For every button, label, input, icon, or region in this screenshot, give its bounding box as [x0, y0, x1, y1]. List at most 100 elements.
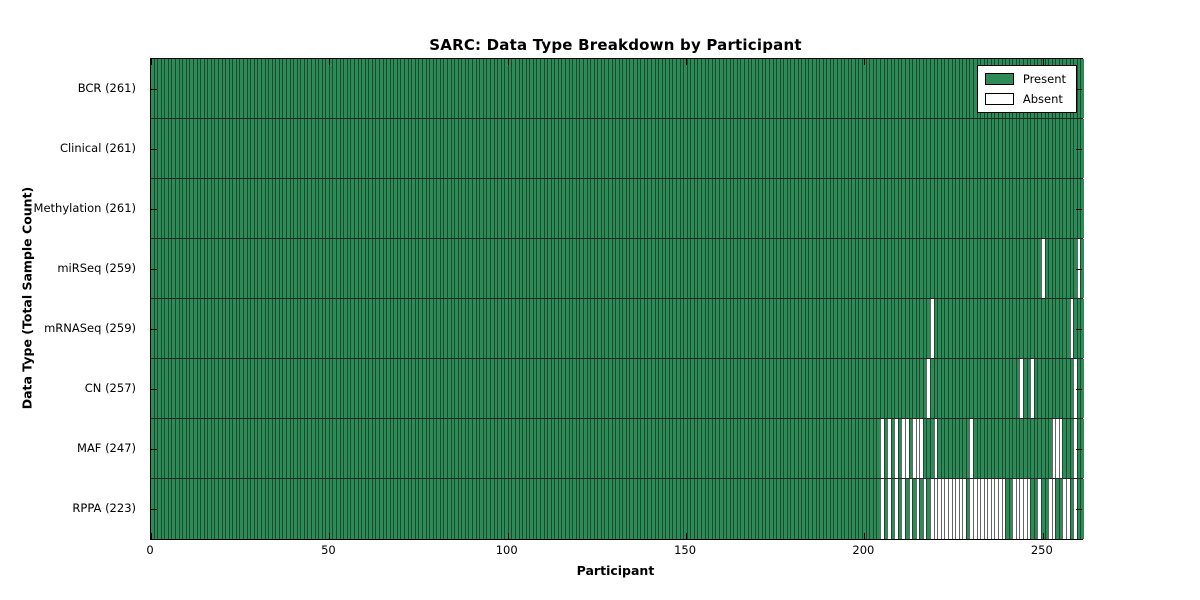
participant-cell: [697, 59, 702, 118]
participant-cell: [904, 479, 909, 539]
participant-cell: [178, 299, 183, 358]
participant-cell: [1015, 179, 1020, 238]
participant-cell: [260, 239, 265, 298]
participant-cell: [740, 179, 744, 238]
participant-cell: [389, 239, 394, 298]
participant-cell: [192, 299, 197, 358]
participant-cell: [396, 359, 401, 418]
participant-cell: [175, 479, 179, 539]
participant-cell: [650, 299, 655, 358]
participant-cell: [285, 239, 290, 298]
participant-cell: [604, 59, 608, 118]
participant-cell: [615, 119, 619, 178]
participant-cell: [1001, 119, 1006, 178]
participant-cell: [794, 179, 798, 238]
x-tick-label: 100: [495, 543, 518, 557]
participant-cell: [325, 179, 329, 238]
participant-cell: [232, 419, 236, 478]
participant-cell: [668, 359, 673, 418]
participant-cell: [897, 119, 902, 178]
participant-cell: [411, 59, 415, 118]
participant-cell: [994, 119, 999, 178]
participant-cell: [189, 239, 193, 298]
participant-cell: [879, 59, 884, 118]
participant-cell: [343, 59, 347, 118]
participant-cell: [178, 419, 183, 478]
participant-cell: [697, 119, 702, 178]
participant-cell: [321, 479, 326, 539]
participant-cell: [214, 119, 218, 178]
participant-cell: [1058, 419, 1063, 478]
participant-cell: [962, 299, 966, 358]
participant-cell: [625, 419, 630, 478]
participant-cell: [1055, 119, 1059, 178]
participant-cell: [507, 59, 512, 118]
participant-cell: [257, 119, 261, 178]
participant-cell: [962, 119, 966, 178]
participant-cell: [972, 419, 977, 478]
participant-cell: [1001, 299, 1006, 358]
participant-cell: [353, 299, 358, 358]
participant-cell: [708, 179, 712, 238]
participant-cell: [468, 419, 473, 478]
participant-cell: [425, 179, 430, 238]
participant-cell: [475, 239, 480, 298]
participant-cell: [239, 359, 244, 418]
participant-cell: [980, 119, 984, 178]
participant-cell: [457, 359, 462, 418]
participant-cell: [404, 239, 408, 298]
participant-cell: [593, 239, 598, 298]
participant-cell: [432, 119, 437, 178]
participant-cell: [425, 299, 430, 358]
participant-cell: [217, 419, 222, 478]
participant-cell: [1048, 359, 1052, 418]
participant-cell: [1080, 179, 1084, 238]
participant-cell: [171, 479, 176, 539]
participant-cell: [779, 299, 784, 358]
participant-cell: [772, 119, 777, 178]
legend-swatch-absent-icon: [984, 93, 1014, 105]
participant-cell: [472, 359, 476, 418]
participant-cell: [1019, 239, 1024, 298]
participant-cell: [865, 299, 870, 358]
participant-cell: [933, 419, 938, 478]
participant-cell: [575, 359, 580, 418]
participant-cell: [182, 299, 186, 358]
participant-cell: [661, 299, 666, 358]
participant-cell: [901, 59, 905, 118]
participant-cell: [371, 59, 376, 118]
participant-cell: [658, 239, 662, 298]
participant-cell: [1030, 179, 1034, 238]
participant-cell: [597, 359, 601, 418]
participant-cell: [636, 479, 641, 539]
participant-cell: [171, 119, 176, 178]
participant-cell: [450, 239, 455, 298]
participant-cell: [790, 239, 795, 298]
participant-cell: [633, 299, 637, 358]
participant-cell: [883, 179, 888, 238]
participant-cell: [908, 359, 913, 418]
participant-cell: [217, 359, 222, 418]
participant-cell: [708, 299, 712, 358]
participant-cell: [192, 419, 197, 478]
participant-cell: [715, 179, 719, 238]
participant-cell: [955, 299, 959, 358]
participant-cell: [296, 179, 301, 238]
participant-cell: [568, 59, 573, 118]
participant-cell: [1026, 239, 1031, 298]
participant-cell: [654, 239, 659, 298]
participant-cell: [958, 59, 963, 118]
participant-cell: [321, 179, 326, 238]
participant-cell: [740, 419, 744, 478]
participant-cell: [1040, 359, 1045, 418]
participant-cell: [837, 179, 841, 238]
participant-cell: [207, 359, 211, 418]
participant-cell: [740, 239, 744, 298]
participant-cell: [482, 479, 487, 539]
participant-cell: [901, 239, 905, 298]
participant-cell: [404, 299, 408, 358]
participant-cell: [786, 179, 791, 238]
participant-cell: [407, 479, 412, 539]
participant-cell: [633, 59, 637, 118]
participant-cell: [200, 299, 204, 358]
